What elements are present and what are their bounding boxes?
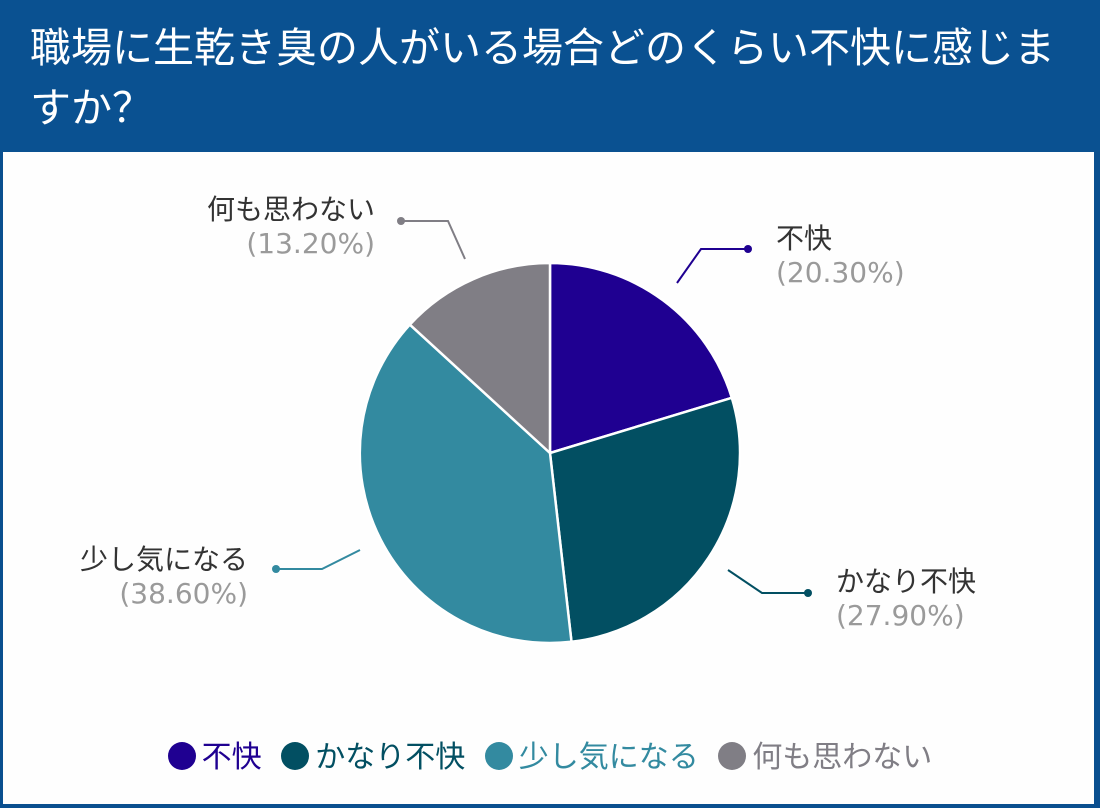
legend-item-sukoshi-kininaru[interactable]: 少し気になる — [484, 735, 699, 781]
leader-line-fukai — [676, 248, 748, 284]
slice-kanari-fukai — [548, 396, 742, 644]
legend-dot-icon — [718, 742, 747, 770]
data-label-nanimo-omowanai: 何も思わない (13.20%) — [172, 193, 375, 261]
legend-label: かなり不快 — [315, 740, 466, 775]
legend-dot-icon — [167, 742, 196, 770]
legend-item-kanari-fukai[interactable]: かなり不快 — [281, 735, 465, 781]
data-label-kanari-fukai: かなり不快 (27.90%) — [836, 565, 976, 633]
leader-dot-sukoshi — [272, 565, 280, 573]
legend-label: 不快 — [201, 740, 262, 775]
label-name: 少し気になる — [79, 543, 248, 576]
leader-line-nanimo — [401, 220, 466, 260]
legend-dot-icon — [484, 742, 513, 770]
label-percent: (38.60%) — [119, 577, 248, 610]
legend-label: 何も思わない — [752, 740, 933, 775]
legend-dot-icon — [281, 742, 310, 770]
header-banner: 職場に生乾き臭の人がいる場合どのくらい不快に感じますか？ — [0, 0, 1100, 152]
data-label-sukoshi-kininaru: 少し気になる (38.60%) — [48, 543, 248, 611]
slice-fukai — [548, 261, 734, 455]
label-name: 不快 — [776, 222, 833, 255]
label-name: かなり不快 — [836, 565, 977, 598]
label-percent: (13.20%) — [246, 227, 375, 260]
legend-item-nanimo-omowanai[interactable]: 何も思わない — [718, 735, 932, 781]
leader-dot-kanari-fukai — [804, 589, 812, 597]
slice-nanimo-omowanai — [408, 261, 552, 455]
chart-legend: 不快 かなり不快 少し気になる 何も思わない — [0, 735, 1100, 781]
chart-title: 職場に生乾き臭の人がいる場合どのくらい不快に感じますか？ — [30, 24, 1055, 132]
label-percent: (20.30%) — [776, 256, 905, 289]
legend-item-fukai[interactable]: 不快 — [167, 735, 262, 781]
leader-dot-nanimo — [397, 217, 405, 225]
legend-label: 少し気になる — [518, 740, 699, 775]
label-name: 何も思わない — [206, 193, 375, 226]
label-percent: (27.90%) — [836, 599, 965, 632]
data-label-fukai: 不快 (20.30%) — [776, 222, 905, 290]
leader-line-kanari-fukai — [727, 569, 808, 594]
slice-sukoshi-kininaru — [358, 323, 573, 645]
leader-dot-fukai — [744, 245, 752, 253]
leader-line-sukoshi — [276, 549, 361, 570]
